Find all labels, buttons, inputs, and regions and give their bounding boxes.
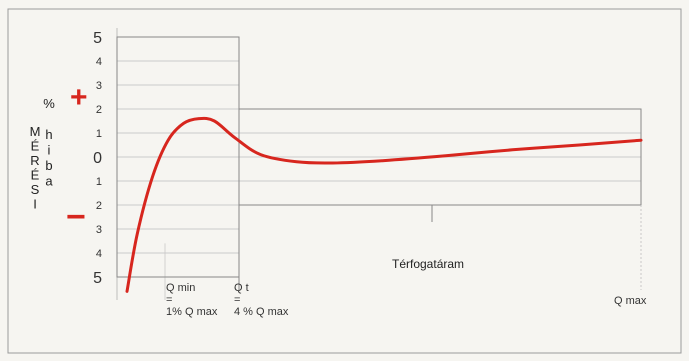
x-marker-qt: Q t <box>234 282 249 294</box>
tolerance-bands <box>116 36 642 290</box>
error-curve <box>125 116 643 293</box>
y-tick-label: 5 <box>93 270 102 287</box>
y-label-right-char: i <box>48 143 51 158</box>
y-label-right-char: b <box>45 158 52 173</box>
y-tick-label: 1 <box>96 128 102 140</box>
y-label-left-char: É <box>31 139 40 154</box>
y-label-right-char: % <box>43 96 55 111</box>
y-label-left-char: S <box>31 182 40 197</box>
x-marker-qmin: 1% Q max <box>166 306 218 318</box>
y-label-left-char: R <box>30 153 39 168</box>
y-tick-label: 2 <box>96 200 102 212</box>
plus-sign: + <box>70 81 88 114</box>
y-label-right-char: a <box>45 174 53 189</box>
y-tick-label: 5 <box>93 30 102 47</box>
y-label-right-char: h <box>45 127 52 142</box>
y-tick-label: 0 <box>93 150 102 167</box>
y-label-left-char: I <box>33 197 37 212</box>
x-axis-label: Térfogatáram <box>392 257 464 271</box>
y-tick-label: 3 <box>96 224 102 236</box>
minus-sign: − <box>66 198 86 236</box>
x-marker-qmin: Q min <box>166 282 195 294</box>
tolerance-band-narrow <box>238 108 642 206</box>
y-tick-label: 2 <box>96 104 102 116</box>
y-label-left-char: É <box>31 168 40 183</box>
y-tick-label: 4 <box>96 248 102 260</box>
x-marker-qt: 4 % Q max <box>234 306 289 318</box>
chart-border <box>7 8 682 354</box>
x-marker-qmax: Q max <box>614 295 647 307</box>
grid-lines <box>116 28 641 300</box>
x-marker-qt: = <box>234 294 240 306</box>
y-tick-label: 3 <box>96 80 102 92</box>
y-tick-label: 1 <box>96 176 102 188</box>
y-tick-label: 4 <box>96 56 102 68</box>
y-tick-labels: 5 4 3 2 1 0 1 2 3 4 5 <box>93 30 102 287</box>
y-label-left-char: M <box>30 124 41 139</box>
x-marker-qmin: = <box>166 294 172 306</box>
